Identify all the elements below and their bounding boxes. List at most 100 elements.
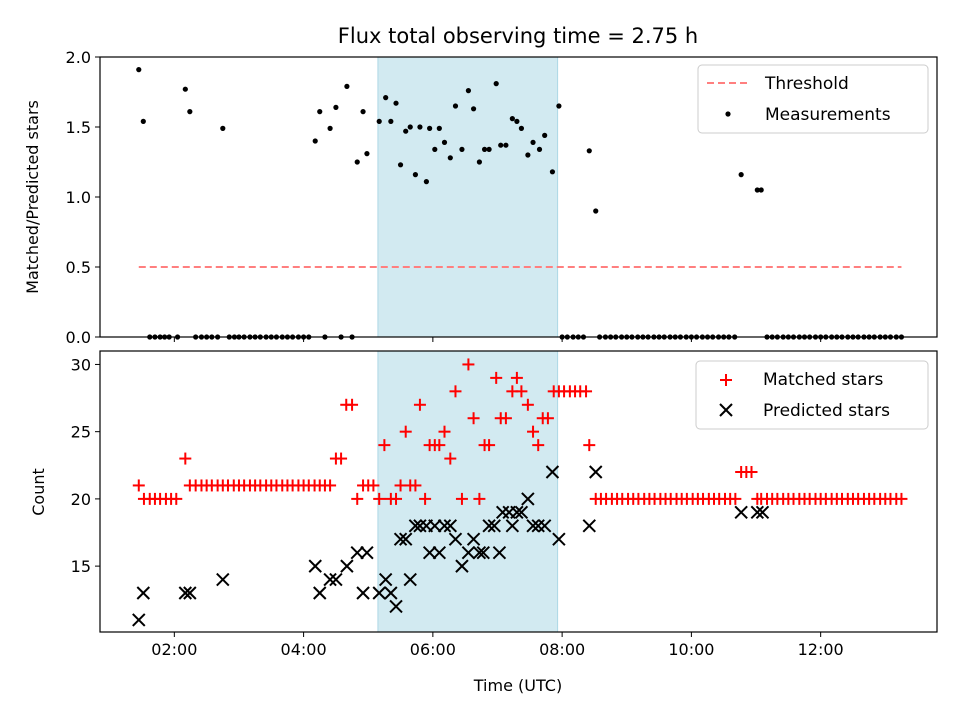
top-y-tick-label: 2.0 [66, 48, 91, 67]
predicted-star-point [455, 559, 469, 573]
predicted-star-point [582, 519, 596, 533]
predicted-star-point [492, 545, 507, 560]
shaded-interval [377, 56, 559, 338]
predicted-marker-b [495, 505, 510, 520]
matched-star-point [367, 479, 380, 492]
predicted-star-point [526, 519, 540, 533]
matched-star-point [729, 492, 742, 505]
predicted-star-point [755, 505, 770, 520]
predicted-star-point [178, 586, 193, 600]
matched-star-point [455, 492, 468, 505]
measurement-point [509, 116, 515, 122]
matched-star-point [895, 492, 908, 505]
predicted-marker-b [582, 519, 596, 533]
measurement-point [344, 83, 350, 89]
measurement-point [333, 104, 339, 110]
measurement-point [220, 125, 226, 131]
measurement-point [593, 208, 599, 214]
measurement-point [427, 125, 433, 131]
matched-star-point [473, 492, 486, 505]
matched-star-point [527, 425, 540, 438]
predicted-marker-b [178, 586, 193, 600]
predicted-marker-b [472, 545, 487, 560]
predicted-star-point [531, 519, 545, 533]
measurement-point [493, 81, 499, 87]
measurement-point [393, 100, 399, 106]
predicted-star-point [443, 519, 458, 533]
predicted-marker-b [526, 519, 540, 533]
measurement-point [465, 88, 472, 94]
bottom-y-tick-label: 30 [71, 355, 91, 374]
predicted-marker-b [437, 519, 452, 533]
predicted-marker-b [531, 519, 545, 533]
predicted-star-point [399, 532, 413, 546]
measurement-point [187, 109, 193, 115]
measurement-point [417, 124, 423, 130]
measurement-point [327, 125, 333, 131]
predicted-marker-b [505, 519, 520, 533]
measurement-point [530, 139, 536, 145]
bottom-panel-frame [99, 350, 938, 633]
predicted-marker-b [183, 586, 197, 600]
predicted-marker-b [589, 465, 603, 479]
measurement-point [518, 125, 525, 131]
measurement-point [586, 148, 592, 154]
matched-star-point [179, 452, 192, 465]
matched-star-point [378, 439, 391, 452]
predicted-star-point [216, 572, 230, 587]
predicted-marker-b [340, 559, 354, 573]
measurement-point [364, 151, 370, 157]
matched-star-point [483, 439, 496, 452]
legend-measurements-marker [725, 111, 731, 117]
measurement-point [140, 118, 146, 124]
bottom-panel-counts: 02:00 04:00 06:00 08:00 10:00 12:00 15202530 … [29, 350, 938, 659]
measurement-point [486, 146, 492, 152]
predicted-star-point [461, 545, 476, 560]
measurement-point [476, 159, 482, 165]
predicted-star-point [537, 519, 552, 533]
predicted-star-point [408, 519, 423, 533]
measurement-point [136, 67, 142, 73]
predicted-marker-b [755, 505, 770, 520]
matched-star-point [419, 492, 432, 505]
predicted-marker-b [461, 545, 476, 560]
measurement-point [312, 138, 318, 144]
predicted-star-point [472, 545, 487, 560]
predicted-star-point [378, 572, 393, 587]
measurement-point [354, 159, 360, 165]
bottom-y-tick-label: 25 [71, 423, 91, 442]
bottom-y-tick-label: 15 [71, 557, 91, 576]
predicted-marker-b [514, 505, 529, 520]
predicted-marker-b [399, 532, 413, 546]
predicted-marker-b [393, 532, 408, 546]
predicted-marker-b [323, 572, 337, 587]
matched-star-point [170, 492, 183, 505]
predicted-marker-b [428, 519, 442, 533]
predicted-star-point [340, 559, 354, 573]
top-y-tick-label: 0.0 [66, 328, 91, 347]
predicted-star-point [389, 599, 403, 614]
predicted-star-point [428, 519, 442, 533]
x-tick-label: 06:00 [410, 640, 456, 659]
measurement-point [423, 179, 429, 185]
bottom-legend: Matched stars Predicted stars [695, 360, 929, 430]
predicted-star-point [360, 545, 374, 560]
predicted-star-point [384, 586, 398, 600]
predicted-marker-b [422, 545, 437, 560]
predicted-star-point [313, 586, 327, 600]
x-tick-label: 04:00 [281, 640, 327, 659]
x-tick-label: 10:00 [668, 640, 714, 659]
predicted-marker-b [413, 519, 427, 533]
predicted-marker-b [350, 545, 364, 560]
predicted-star-point [476, 545, 490, 560]
matched-star-point [515, 385, 528, 398]
matched-star-point [532, 439, 545, 452]
predicted-marker-b [545, 465, 560, 479]
matched-star-point [444, 452, 457, 465]
predicted-marker-b [313, 586, 327, 600]
predicted-marker-b [455, 559, 469, 573]
bottom-y-tick-label: 20 [71, 490, 91, 509]
measurement-point [738, 172, 744, 178]
predicted-marker-b [378, 572, 393, 587]
